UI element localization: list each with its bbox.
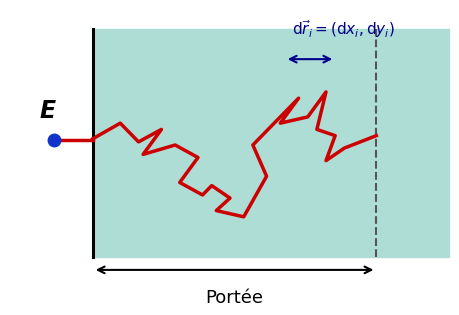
Text: Portée: Portée [205,289,263,306]
Text: $\mathrm{d}\vec{r}_i = (\mathrm{d}x_i, \mathrm{d}y_i)$: $\mathrm{d}\vec{r}_i = (\mathrm{d}x_i, \… [291,19,394,40]
Text: E: E [39,99,55,123]
Bar [93,30,448,257]
